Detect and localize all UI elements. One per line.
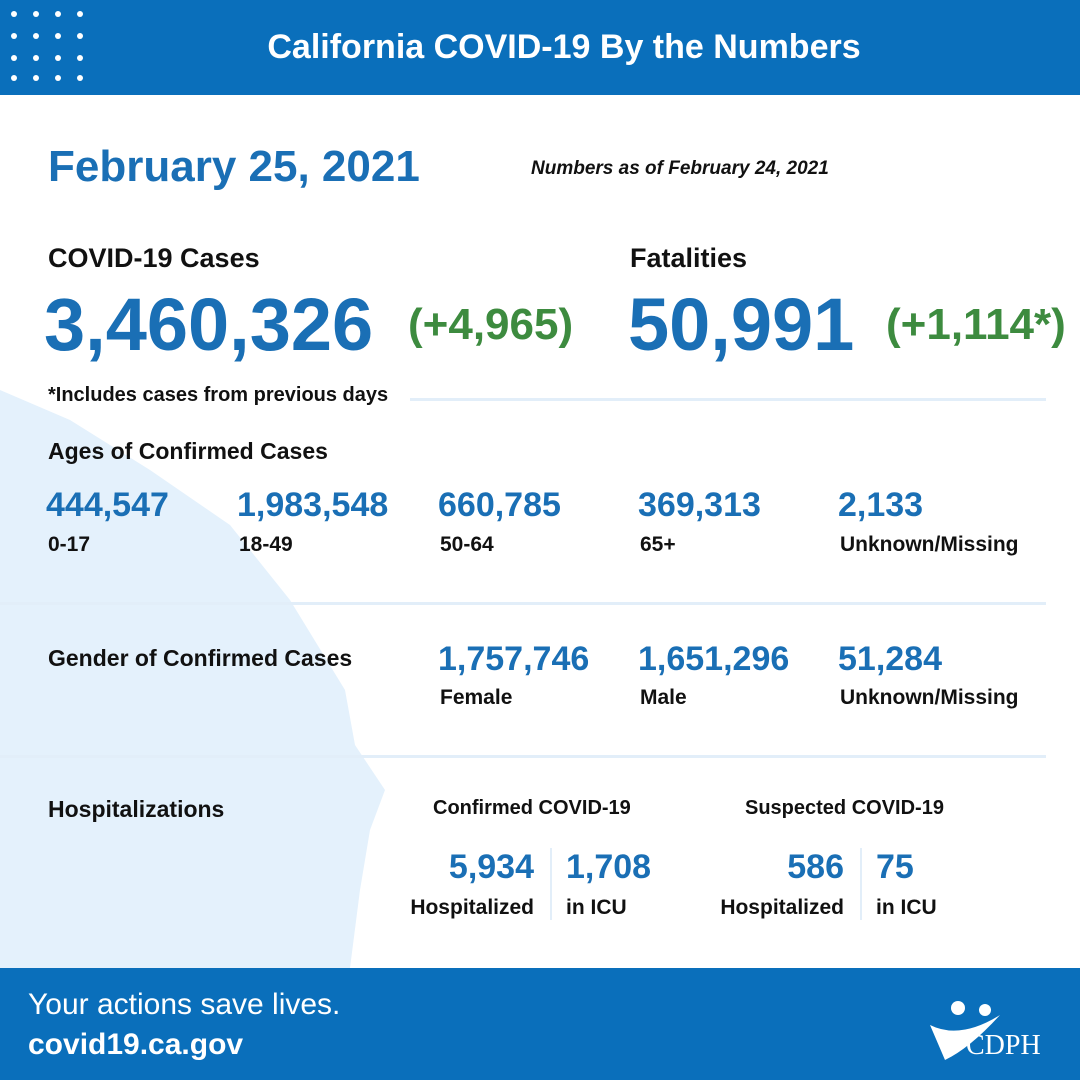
age-value: 1,983,548 [237, 486, 389, 524]
age-label: Unknown/Missing [840, 533, 1019, 556]
as-of: Numbers as of February 24, 2021 [531, 158, 829, 179]
hosp-value: 75 [876, 848, 914, 886]
fatalities-value: 50,991 [628, 283, 855, 366]
fatalities-change: (+1,114*) [886, 300, 1066, 349]
hosp-label: in ICU [566, 896, 627, 919]
hosp-label: Hospitalized [720, 896, 844, 919]
cases-value: 3,460,326 [44, 283, 374, 366]
divider [0, 755, 1046, 758]
dot-grid [11, 11, 83, 81]
logo-figures [930, 1001, 1000, 1060]
hosp-value: 1,708 [566, 848, 652, 886]
divider [410, 398, 1046, 401]
age-value: 2,133 [838, 486, 924, 524]
footnote: *Includes cases from previous days [48, 384, 389, 406]
date: February 25, 2021 [48, 142, 420, 191]
age-label: 50-64 [440, 533, 494, 556]
header-title: California COVID-19 By the Numbers [267, 28, 861, 66]
ages-title: Ages of Confirmed Cases [48, 438, 328, 464]
separator [550, 848, 552, 920]
age-label: 0-17 [48, 533, 91, 556]
fatalities-label: Fatalities [630, 243, 748, 273]
group-title: Confirmed COVID-19 [433, 797, 631, 819]
footer-band [0, 968, 1080, 1080]
hosp-label: Hospitalized [410, 896, 534, 919]
gender-title: Gender of Confirmed Cases [48, 645, 353, 671]
california-shape [0, 390, 385, 968]
group-title: Suspected COVID-19 [745, 797, 944, 819]
hospitalizations-title: Hospitalizations [48, 796, 225, 822]
header-band [0, 0, 1080, 95]
url: covid19.ca.gov [28, 1028, 244, 1061]
hosp-value: 5,934 [448, 848, 534, 886]
age-value: 444,547 [46, 486, 169, 524]
age-value: 660,785 [438, 486, 561, 524]
age-label: 65+ [640, 533, 676, 556]
cases-change: (+4,965) [408, 300, 574, 349]
cases-label: COVID-19 Cases [48, 243, 260, 273]
hosp-value: 586 [787, 848, 844, 886]
age-value: 369,313 [638, 486, 761, 524]
age-label: 18-49 [239, 533, 293, 556]
tagline: Your actions save lives. [28, 988, 341, 1021]
hosp-label: in ICU [876, 896, 937, 919]
separator [860, 848, 862, 920]
gender-label: Female [440, 686, 513, 709]
gender-value: 1,651,296 [638, 640, 790, 678]
gender-label: Male [640, 686, 687, 709]
gender-value: 51,284 [838, 640, 942, 678]
gender-label: Unknown/Missing [840, 686, 1019, 709]
gender-value: 1,757,746 [438, 640, 590, 678]
logo: CDPH [966, 1030, 1041, 1061]
divider [0, 602, 1046, 605]
